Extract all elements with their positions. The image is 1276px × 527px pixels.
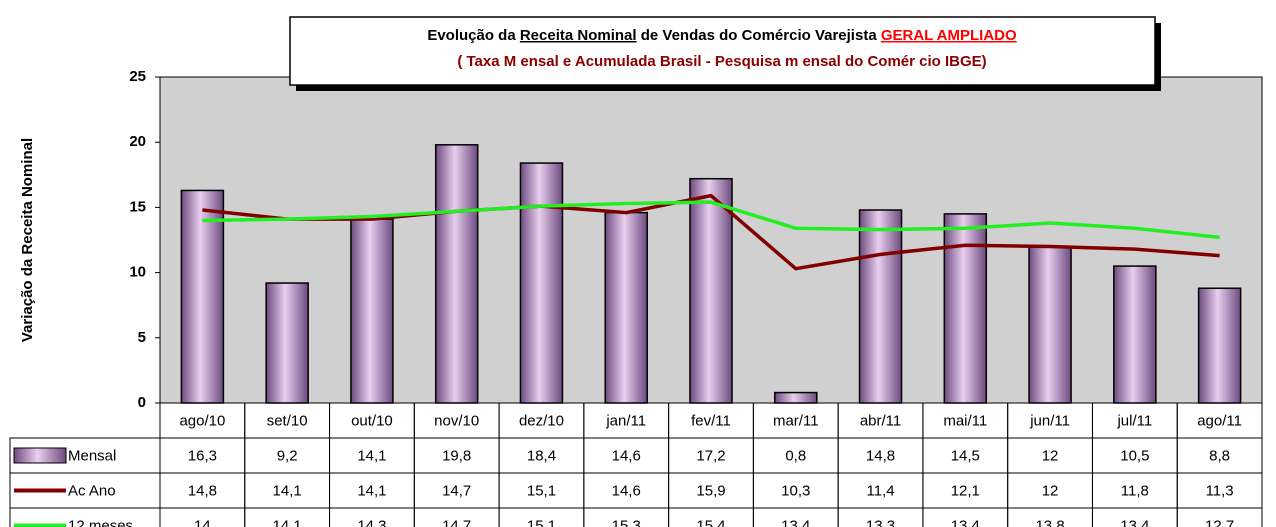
bar	[519, 162, 564, 404]
legend-label: Mensal	[68, 447, 116, 464]
table-value: 10,3	[781, 482, 810, 499]
table-value: 9,2	[277, 447, 298, 464]
title-part: Evolução da	[427, 27, 520, 44]
table-value: 14	[194, 517, 211, 527]
y-axis-label: Variação da Receita Nominal	[19, 138, 36, 342]
bar	[774, 391, 818, 404]
bar	[434, 144, 479, 404]
x-tick-label: ago/11	[1197, 412, 1242, 429]
table-value: 19,8	[442, 447, 471, 464]
table-value: 11,8	[1121, 482, 1149, 499]
table-value: 14,1	[357, 482, 386, 499]
y-tick-label: 5	[138, 329, 146, 346]
legend-key	[13, 447, 67, 464]
legend-label: 12 meses	[68, 517, 133, 527]
table-value: 12,7	[1205, 517, 1234, 527]
table-value: 13,3	[866, 517, 895, 527]
bar	[350, 218, 394, 404]
table-value: 14,7	[442, 482, 471, 499]
x-tick-label: set/10	[267, 412, 308, 429]
x-tick-label: ago/10	[179, 412, 225, 429]
table-value: 16,3	[188, 447, 217, 464]
table-value: 14,3	[357, 517, 386, 527]
y-tick-label: 0	[138, 394, 146, 411]
table-value: 11,4	[866, 482, 894, 499]
bar	[1113, 265, 1157, 404]
table-value: 12	[1042, 482, 1059, 499]
x-tick-label: jan/11	[605, 412, 646, 429]
table-value: 15,1	[527, 482, 556, 499]
line-series	[202, 193, 1220, 271]
x-tick-label: mar/11	[773, 412, 819, 429]
table-value: 14,5	[951, 447, 980, 464]
table-value: 15,3	[612, 517, 641, 527]
y-tick-label: 15	[129, 198, 146, 215]
table-value: 14,1	[273, 517, 302, 527]
table-value: 11,3	[1206, 482, 1234, 499]
x-tick-label: nov/10	[434, 412, 479, 429]
table-value: 18,4	[527, 447, 556, 464]
table-value: 8,8	[1209, 447, 1230, 464]
table-value: 14,8	[866, 447, 895, 464]
x-tick-label: jun/11	[1029, 412, 1070, 429]
table-value: 15,4	[696, 517, 725, 527]
x-tick-label: dez/10	[519, 412, 564, 429]
table-value: 12,1	[951, 482, 980, 499]
bar	[858, 209, 903, 404]
chart-title: Evolução da Receita Nominal de Vendas do…	[427, 27, 1017, 44]
table-value: 13,8	[1035, 517, 1064, 527]
bar	[943, 213, 988, 404]
table-value: 0,8	[785, 447, 806, 464]
table-cell	[1176, 507, 1263, 527]
title-part: GERAL AMPLIADO	[881, 27, 1017, 44]
table-value: 14,1	[273, 482, 302, 499]
table-value: 15,9	[696, 482, 725, 499]
x-tick-label: fev/11	[691, 412, 731, 429]
table-value: 13,4	[781, 517, 810, 527]
bar	[604, 211, 648, 404]
table-value: 12	[1042, 447, 1059, 464]
table-value: 14,6	[612, 447, 641, 464]
title-part: Receita Nominal	[520, 27, 637, 44]
bar	[1197, 287, 1242, 404]
y-tick-label: 10	[129, 264, 146, 281]
table-value: 17,2	[696, 447, 725, 464]
bar	[689, 177, 733, 404]
table-value: 14,1	[357, 447, 386, 464]
table-value: 14,7	[442, 517, 471, 527]
bar	[265, 282, 309, 404]
table-value: 13,4	[1120, 517, 1149, 527]
y-tick-label: 25	[129, 68, 146, 85]
y-tick-label: 20	[129, 133, 146, 150]
bar	[1028, 245, 1072, 404]
x-tick-label: mai/11	[943, 412, 987, 429]
table-value: 14,6	[612, 482, 641, 499]
chart-subtitle: ( Taxa M ensal e Acumulada Brasil - Pesq…	[457, 53, 986, 70]
bar	[180, 189, 225, 404]
x-tick-label: abr/11	[860, 412, 901, 429]
table-value: 13,4	[951, 517, 980, 527]
title-box	[289, 16, 1156, 86]
table-value: 14,8	[188, 482, 217, 499]
table-value: 10,5	[1120, 447, 1149, 464]
x-tick-label: out/10	[351, 412, 393, 429]
table-value: 15,1	[527, 517, 556, 527]
x-tick-label: jul/11	[1116, 412, 1152, 429]
line-series	[202, 200, 1220, 240]
legend-label: Ac Ano	[68, 482, 116, 499]
title-part: de Vendas do Comércio Varejista	[637, 27, 881, 44]
